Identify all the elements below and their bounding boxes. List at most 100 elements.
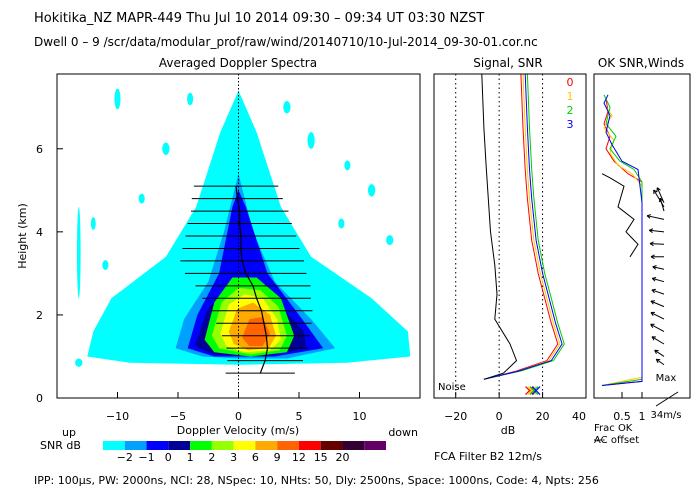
signal-axes: −20 0 20 40 [444, 392, 587, 423]
colorbar-tick-label: 6 [252, 451, 259, 464]
wind-arrowhead-8 [651, 277, 657, 282]
wind-arrowhead-10 [650, 300, 655, 305]
spectra-xtick-label: 5 [296, 410, 303, 423]
wind-vector-15 [655, 358, 665, 366]
signal-frame [433, 73, 587, 399]
wind-arrowhead-7 [652, 265, 657, 270]
colorbar-cell-6 [233, 441, 256, 450]
snr-speckle-2 [114, 88, 121, 110]
wind-vector-10 [650, 300, 665, 308]
frac-ok-series-1 [601, 106, 643, 386]
legend-channel-0: 0 [567, 76, 574, 89]
signal-panel: Signal, SNR −20 0 20 40 dB Noise FCA Filter… [433, 56, 587, 463]
wind-arrowhead-0 [656, 187, 661, 192]
noise-label: Noise [438, 382, 466, 393]
wind-arrowhead-5 [649, 241, 654, 247]
spectra-plot-area [75, 74, 411, 398]
winds-plot-area [601, 94, 679, 407]
wind-vector-7 [652, 266, 665, 270]
winds-xtick-label: 0.5 [613, 410, 631, 423]
colorbar-tick-label: 9 [274, 451, 281, 464]
wind-vector-13 [651, 336, 665, 345]
colorbar-cell-11 [342, 441, 365, 450]
spectra-axes: −10 −5 0 5 10 0 2 4 6 [36, 143, 367, 423]
wind-arrowhead-12 [650, 323, 655, 328]
wind-vector-12 [650, 323, 665, 332]
colorbar-cell-4 [190, 441, 212, 450]
noise-marker-0 [525, 386, 534, 395]
snr-speckle-6 [307, 132, 315, 149]
signal-xtick-label: 40 [572, 410, 586, 423]
colorbar-cell-5 [211, 441, 234, 450]
colorbar-tick-label: 2 [208, 451, 215, 464]
wind-arrowhead-6 [650, 254, 655, 260]
signal-plot-area [455, 73, 565, 398]
header-line1: Hokitika_NZ MAPR-449 Thu Jul 10 2014 09:… [34, 11, 484, 26]
frac-ok-series-3 [601, 94, 643, 386]
colorbar-tick-label: 15 [314, 451, 328, 464]
colorbar-tick-label: 20 [335, 451, 349, 464]
noise-marker-3 [531, 386, 541, 395]
spectra-ytick-label: 6 [36, 143, 43, 156]
signal-xtick-label: 0 [496, 410, 503, 423]
colorbar-cell-2 [146, 441, 169, 450]
max-value: 34m/s [650, 410, 681, 421]
colorbar-cell-0 [103, 441, 125, 450]
colorbar-tick-label: 1 [187, 451, 194, 464]
legend-channel-3: 3 [567, 118, 574, 131]
header-line2: Dwell 0 – 9 /scr/data/modular_prof/raw/w… [34, 35, 538, 49]
signal-xtick-label: 20 [536, 410, 550, 423]
wind-arrowhead-13 [651, 336, 656, 341]
wind-vector-11 [650, 312, 665, 320]
spectra-ytick-label: 4 [36, 226, 43, 239]
signal-series-1 [483, 73, 561, 380]
colorbar-tick-label: −1 [138, 451, 154, 464]
snr-speckle-5 [138, 193, 145, 204]
noise-marker-1 [527, 386, 537, 395]
corner-label-up: up [62, 426, 76, 439]
colorbar-tick-label: 3 [230, 451, 237, 464]
snr-speckle-11 [386, 235, 394, 246]
colorbar-tick-label: −2 [117, 451, 133, 464]
spectra-xtick-label: 10 [353, 410, 367, 423]
spectra-ytick-label: 2 [36, 309, 43, 322]
wind-vector-2 [659, 197, 665, 212]
colorbar-tick-label: 0 [165, 451, 172, 464]
wind-arrowhead-2 [658, 197, 664, 203]
winds-title: OK SNR,Winds [598, 56, 684, 70]
snr-speckle-7 [344, 160, 351, 171]
wind-vector-3 [646, 215, 665, 220]
signal-series-2 [483, 73, 565, 380]
signal-title: Signal, SNR [473, 56, 542, 70]
signal-series-3 [483, 73, 563, 380]
spectra-xtick-label: −10 [106, 410, 129, 423]
wind-vector-5 [650, 243, 665, 245]
signal-series-0 [483, 73, 559, 380]
colorbar-cell-1 [124, 441, 147, 450]
wind-arrowhead-1 [653, 189, 658, 195]
wind-arrowhead-9 [651, 288, 656, 294]
colorbar-cell-7 [255, 441, 278, 450]
wind-vector-4 [649, 229, 665, 233]
spectra-ytick-label: 0 [36, 392, 43, 405]
wind-arrowhead-15 [655, 358, 661, 364]
colorbar-label: SNR dB [40, 439, 81, 452]
snr-speckle-8 [367, 184, 376, 197]
frac-ok-label: Frac OK [594, 423, 633, 434]
snr-speckle-10 [187, 92, 194, 106]
mean-velocity-line [235, 186, 269, 374]
legend-channel-2: 2 [567, 104, 574, 117]
spectra-xtick-label: −5 [170, 410, 186, 423]
signal-series-signal [481, 73, 518, 380]
wind-arrowhead-14 [654, 349, 659, 354]
snr-speckle-13 [338, 218, 345, 229]
max-wind-arrow [655, 391, 679, 407]
snr-speckle-9 [283, 101, 291, 114]
colorbar-cell-10 [320, 441, 343, 450]
legend-channel-1: 1 [567, 90, 574, 103]
wind-arrowhead-11 [650, 311, 655, 317]
winds-axes: 0.5 1 [613, 392, 646, 423]
